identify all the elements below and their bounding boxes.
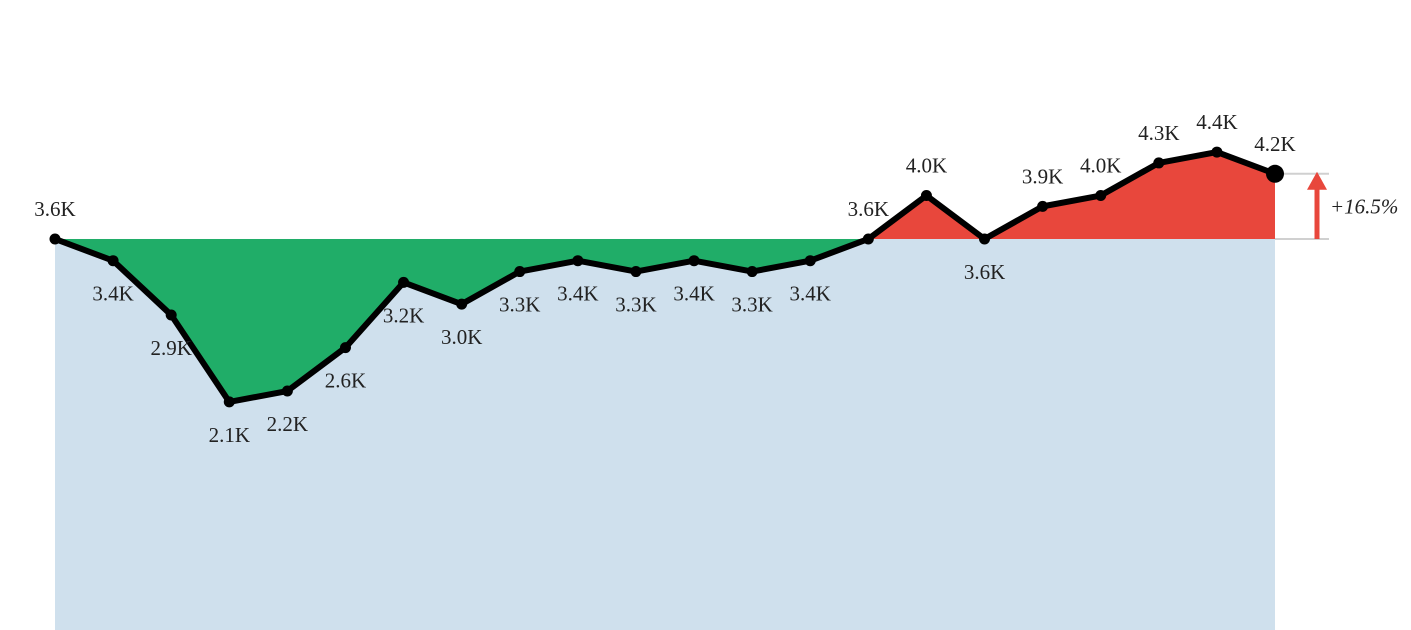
- data-label: 3.3K: [615, 293, 656, 317]
- data-point: [572, 255, 584, 267]
- data-label: 3.4K: [92, 282, 133, 306]
- change-arrow-head: [1307, 171, 1327, 190]
- data-label: 3.4K: [557, 282, 598, 306]
- data-label: 3.4K: [673, 282, 714, 306]
- last-data-point: [1266, 164, 1284, 183]
- data-label: 3.6K: [964, 260, 1005, 284]
- data-point: [281, 385, 293, 397]
- data-point: [165, 309, 177, 321]
- data-label: 3.6K: [34, 197, 75, 221]
- data-point-layer: [49, 146, 1284, 408]
- data-point: [688, 255, 700, 267]
- data-label: 4.2K: [1254, 132, 1295, 156]
- data-label-layer: 3.6K 3.4K 2.9K 2.1K 2.2K 2.6K 3.2K 3.0K 3.3K 3.4K…: [34, 110, 1295, 447]
- data-point: [339, 342, 351, 354]
- data-point: [107, 255, 119, 267]
- data-point: [979, 233, 991, 245]
- data-label: 4.4K: [1196, 110, 1237, 134]
- data-label: 3.4K: [790, 282, 831, 306]
- data-point: [1095, 190, 1107, 202]
- fill-above-baseline: [868, 195, 985, 239]
- data-label: 3.6K: [848, 197, 889, 221]
- data-point: [862, 233, 874, 245]
- data-label: 4.3K: [1138, 121, 1179, 145]
- deviation-fill-layer: [55, 152, 1275, 402]
- data-point: [456, 298, 468, 310]
- data-point: [920, 190, 932, 202]
- data-point: [804, 255, 816, 267]
- data-point: [1153, 157, 1165, 169]
- data-label: 2.9K: [150, 336, 191, 360]
- data-label: 3.3K: [499, 293, 540, 317]
- data-point: [398, 276, 410, 288]
- change-percentage-label: +16.5%: [1330, 194, 1398, 218]
- data-point: [630, 266, 642, 278]
- data-point: [514, 266, 526, 278]
- series-line-layer: [52, 149, 1278, 405]
- data-label: 4.0K: [906, 154, 947, 178]
- data-label: 2.2K: [267, 412, 308, 436]
- data-label: 3.3K: [731, 293, 772, 317]
- change-indicator: +16.5%: [1307, 171, 1398, 239]
- data-point: [1211, 146, 1223, 158]
- data-label: 3.9K: [1022, 164, 1063, 188]
- fill-above-baseline: [984, 152, 1275, 239]
- fill-below-baseline: [55, 238, 869, 402]
- data-label: 3.0K: [441, 325, 482, 349]
- data-point: [223, 396, 235, 408]
- data-point: [49, 233, 61, 245]
- data-point: [1037, 200, 1049, 212]
- data-label: 3.2K: [383, 303, 424, 327]
- data-label: 2.1K: [209, 423, 250, 447]
- data-label: 2.6K: [325, 369, 366, 393]
- data-label: 4.0K: [1080, 154, 1121, 178]
- data-point: [746, 266, 758, 278]
- series-line: [52, 149, 1278, 405]
